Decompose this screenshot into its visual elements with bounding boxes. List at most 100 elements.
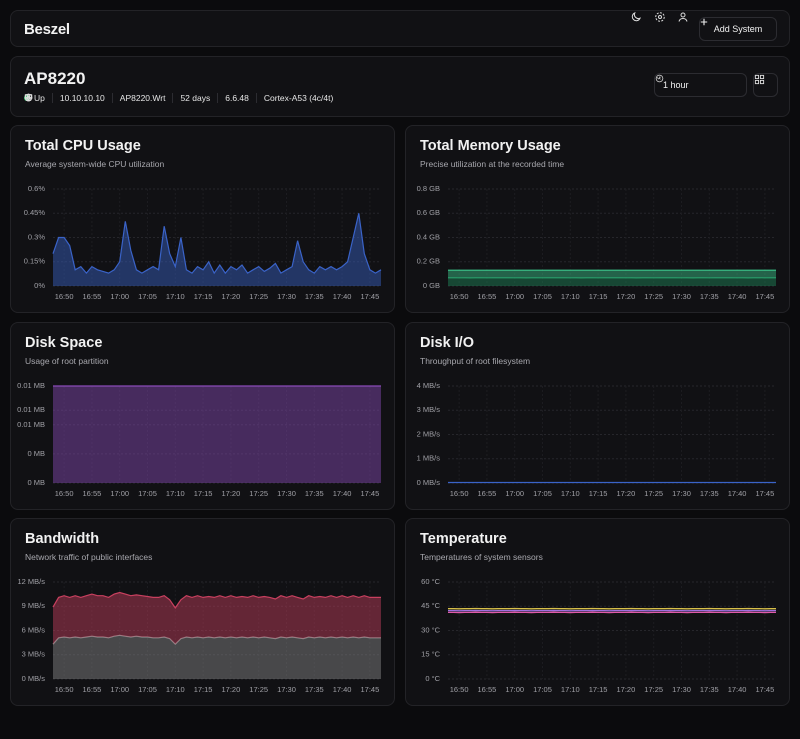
y-tick-label: 2 MB/s xyxy=(417,429,441,438)
x-tick-label: 16:50 xyxy=(450,489,469,498)
chart-card: TemperatureTemperatures of system sensor… xyxy=(405,518,790,706)
x-tick-label: 16:50 xyxy=(55,489,74,498)
y-tick-label: 4 MB/s xyxy=(417,381,441,390)
y-tick-label: 0.8 GB xyxy=(417,184,440,193)
kernel-text: 6.6.48 xyxy=(225,93,249,103)
y-tick-label: 0.45% xyxy=(24,208,46,217)
x-tick-label: 17:45 xyxy=(360,292,379,301)
x-tick-label: 17:30 xyxy=(672,685,691,694)
x-tick-label: 17:30 xyxy=(277,292,296,301)
y-tick-label: 0.3% xyxy=(28,232,45,241)
y-tick-label: 3 MB/s xyxy=(22,650,46,659)
x-tick-label: 17:00 xyxy=(505,489,524,498)
y-tick-label: 0.6% xyxy=(28,184,45,193)
cpu-text: Cortex-A53 (4c/4t) xyxy=(264,93,333,103)
x-tick-label: 17:40 xyxy=(728,489,747,498)
x-tick-label: 16:50 xyxy=(55,685,74,694)
x-tick-label: 17:35 xyxy=(305,292,324,301)
area-outline xyxy=(53,213,381,273)
y-tick-label: 0.4 GB xyxy=(417,232,440,241)
uptime-text: 52 days xyxy=(180,93,210,103)
settings-icon[interactable] xyxy=(654,11,666,23)
chart: 0 °C15 °C30 °C45 °C60 °C16:5016:5517:001… xyxy=(406,519,791,707)
x-tick-label: 16:55 xyxy=(478,292,497,301)
x-tick-label: 17:40 xyxy=(728,685,747,694)
y-tick-label: 45 °C xyxy=(421,601,440,610)
kernel: 6.6.48 xyxy=(217,93,256,103)
y-tick-label: 0% xyxy=(34,281,45,290)
y-tick-label: 0 MB/s xyxy=(22,674,46,683)
x-tick-label: 17:15 xyxy=(589,685,608,694)
area xyxy=(53,635,381,679)
hostname-text: AP8220.Wrt xyxy=(120,93,166,103)
y-tick-label: 0 °C xyxy=(425,674,440,683)
system-details: Up 10.10.10.10 AP8220.Wrt 52 days 6.6.48… xyxy=(24,93,340,103)
x-tick-label: 17:10 xyxy=(561,489,580,498)
x-tick-label: 17:05 xyxy=(533,685,552,694)
cpu: Cortex-A53 (4c/4t) xyxy=(256,93,340,103)
uptime: 52 days xyxy=(172,93,217,103)
y-tick-label: 0.6 GB xyxy=(417,208,440,217)
theme-icon[interactable] xyxy=(630,11,642,23)
y-tick-label: 6 MB/s xyxy=(22,625,46,634)
x-tick-label: 17:30 xyxy=(672,489,691,498)
area xyxy=(448,278,776,286)
time-range-select[interactable]: 1 hour xyxy=(654,73,747,97)
system-name: AP8220 xyxy=(24,69,85,89)
x-tick-label: 17:35 xyxy=(700,292,719,301)
x-tick-label: 17:15 xyxy=(194,489,213,498)
y-tick-label: 3 MB/s xyxy=(417,405,441,414)
x-tick-label: 16:55 xyxy=(83,489,102,498)
y-tick-label: 0.01 MB xyxy=(17,420,45,429)
x-tick-label: 17:15 xyxy=(589,489,608,498)
x-tick-label: 17:35 xyxy=(305,685,324,694)
x-tick-label: 16:50 xyxy=(450,292,469,301)
chart-card: Disk SpaceUsage of root partition0 MB0 M… xyxy=(10,322,395,510)
x-tick-label: 17:45 xyxy=(360,489,379,498)
x-tick-label: 17:00 xyxy=(110,685,129,694)
x-tick-label: 17:10 xyxy=(166,685,185,694)
chart: 0%0.15%0.3%0.45%0.6%16:5016:5517:0017:05… xyxy=(11,126,396,314)
top-bar: Beszel Add System xyxy=(10,10,790,47)
hostname: AP8220.Wrt xyxy=(112,93,173,103)
y-tick-label: 0 GB xyxy=(423,281,440,290)
x-tick-label: 16:55 xyxy=(478,685,497,694)
x-tick-label: 17:30 xyxy=(672,292,691,301)
x-tick-label: 17:25 xyxy=(249,489,268,498)
x-tick-label: 17:45 xyxy=(755,292,774,301)
area xyxy=(448,270,776,278)
layout-toggle[interactable] xyxy=(753,73,778,97)
time-range-text: 1 hour xyxy=(663,80,738,90)
x-tick-label: 16:55 xyxy=(478,489,497,498)
y-tick-label: 0.01 MB xyxy=(17,405,45,414)
x-tick-label: 17:20 xyxy=(222,489,241,498)
user-icon[interactable] xyxy=(677,11,689,23)
x-tick-label: 17:25 xyxy=(249,685,268,694)
x-tick-label: 17:05 xyxy=(138,489,157,498)
x-tick-label: 16:55 xyxy=(83,292,102,301)
x-tick-label: 17:00 xyxy=(505,685,524,694)
x-tick-label: 17:45 xyxy=(360,685,379,694)
y-tick-label: 0.2 GB xyxy=(417,257,440,266)
x-tick-label: 17:40 xyxy=(333,685,352,694)
y-tick-label: 60 °C xyxy=(421,577,440,586)
y-tick-label: 30 °C xyxy=(421,625,440,634)
x-tick-label: 17:10 xyxy=(561,685,580,694)
x-tick-label: 17:25 xyxy=(644,489,663,498)
add-system-button[interactable]: Add System xyxy=(699,17,777,41)
y-tick-label: 0 MB/s xyxy=(417,478,441,487)
x-tick-label: 17:40 xyxy=(728,292,747,301)
chart: 0 MB/s1 MB/s2 MB/s3 MB/s4 MB/s16:5016:55… xyxy=(406,323,791,511)
x-tick-label: 17:05 xyxy=(138,685,157,694)
x-tick-label: 17:40 xyxy=(333,489,352,498)
x-tick-label: 17:20 xyxy=(222,685,241,694)
x-tick-label: 17:30 xyxy=(277,685,296,694)
chart-card: BandwidthNetwork traffic of public inter… xyxy=(10,518,395,706)
x-tick-label: 17:05 xyxy=(533,292,552,301)
x-tick-label: 17:20 xyxy=(617,489,636,498)
chart-card: Disk I/OThroughput of root filesystem0 M… xyxy=(405,322,790,510)
y-tick-label: 15 °C xyxy=(421,650,440,659)
logo[interactable]: Beszel xyxy=(24,21,70,38)
x-tick-label: 17:25 xyxy=(644,292,663,301)
